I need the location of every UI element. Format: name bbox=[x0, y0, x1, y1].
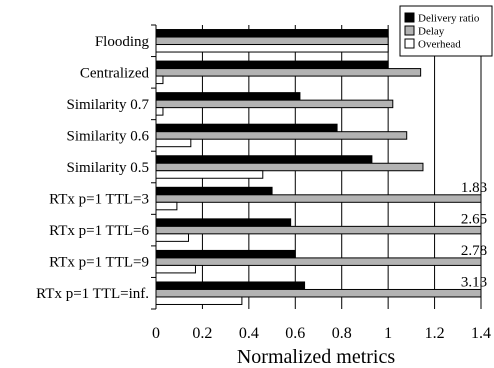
bar-delay bbox=[155, 288, 482, 298]
bar-delay bbox=[155, 36, 389, 46]
bar-overhead bbox=[155, 233, 189, 242]
category-label: RTx p=1 TTL=3 bbox=[49, 192, 149, 208]
bar-value-label: 3.13 bbox=[461, 274, 487, 290]
bar-delivery-ratio bbox=[155, 92, 301, 101]
bar-delay bbox=[155, 225, 482, 235]
bar-delay bbox=[155, 68, 422, 77]
x-tick-label: 1 bbox=[384, 325, 392, 342]
category-label: Similarity 0.7 bbox=[67, 97, 150, 113]
x-tick-label: 1.4 bbox=[471, 325, 491, 342]
bar-value-label: 1.83 bbox=[461, 180, 487, 196]
bar-annotations: 1.83 2.65 2.78 3.13 bbox=[461, 180, 487, 291]
x-tick-label: 0.2 bbox=[192, 325, 212, 342]
bar-delivery-ratio bbox=[155, 29, 389, 38]
category-label: Centralized bbox=[80, 65, 150, 81]
x-tick-label: 1.2 bbox=[425, 325, 445, 342]
x-tick-label: 0 bbox=[152, 325, 160, 342]
x-tick-labels: 0 0.2 0.4 0.6 0.8 1 1.2 1.4 bbox=[152, 325, 491, 342]
category-label: RTx p=1 TTL=9 bbox=[49, 255, 149, 271]
bar-overhead bbox=[155, 201, 178, 211]
legend-swatch bbox=[404, 12, 415, 23]
x-axis-label: Normalized metrics bbox=[237, 346, 395, 368]
bar-delivery-ratio bbox=[155, 218, 292, 227]
legend-label: Overhead bbox=[418, 39, 461, 51]
bar-delay bbox=[155, 257, 482, 266]
bar-delay bbox=[155, 99, 394, 109]
bar-value-label: 2.65 bbox=[461, 211, 487, 227]
bar-delivery-ratio bbox=[155, 249, 296, 259]
category-label: Flooding bbox=[95, 34, 150, 50]
x-tick-label: 0.4 bbox=[239, 325, 259, 342]
legend-swatch bbox=[404, 38, 415, 49]
bar-delay bbox=[155, 162, 424, 172]
bar-overhead bbox=[155, 44, 389, 53]
bar-value-label: 2.78 bbox=[461, 243, 487, 259]
bar-delivery-ratio bbox=[155, 186, 273, 196]
bar-overhead bbox=[155, 296, 243, 305]
bar-delivery-ratio bbox=[155, 155, 373, 164]
category-label: Similarity 0.6 bbox=[67, 128, 150, 144]
category-label: RTx p=1 TTL=6 bbox=[49, 223, 149, 239]
legend-swatch bbox=[404, 25, 415, 36]
bar-overhead bbox=[155, 75, 164, 85]
bar-delay bbox=[155, 131, 408, 140]
x-tick-label: 0.8 bbox=[332, 325, 352, 342]
bar-overhead bbox=[155, 138, 192, 148]
bar-overhead bbox=[155, 170, 264, 179]
bar-delay bbox=[155, 194, 482, 203]
axes bbox=[151, 24, 157, 310]
category-label: Similarity 0.5 bbox=[67, 160, 150, 176]
legend-box bbox=[399, 5, 493, 57]
bar-overhead bbox=[155, 107, 164, 116]
legend-label: Delay bbox=[418, 26, 445, 38]
category-label: RTx p=1 TTL=inf. bbox=[36, 286, 149, 302]
category-labels: Flooding Centralized Similarity 0.7 Similar… bbox=[36, 34, 149, 302]
bar-delivery-ratio bbox=[155, 123, 338, 133]
bar-delivery-ratio bbox=[155, 281, 306, 290]
x-tick-label: 0.6 bbox=[285, 325, 305, 342]
bar-overhead bbox=[155, 264, 196, 274]
bar-delivery-ratio bbox=[155, 60, 389, 70]
bars bbox=[155, 29, 482, 305]
legend-label: Delivery ratio bbox=[418, 13, 480, 25]
